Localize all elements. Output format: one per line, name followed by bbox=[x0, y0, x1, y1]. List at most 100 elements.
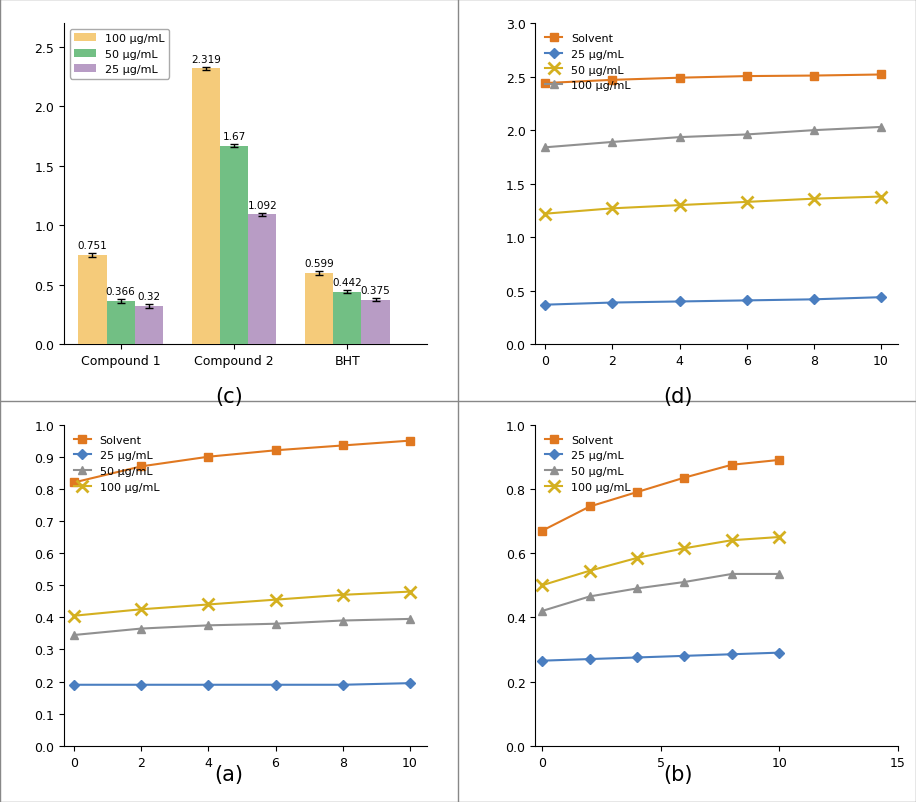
Line: 100 μg/mL: 100 μg/mL bbox=[537, 532, 785, 591]
Solvent bbox=[632, 488, 643, 497]
Solvent bbox=[537, 526, 548, 536]
Line: 50 μg/mL: 50 μg/mL bbox=[539, 570, 783, 615]
Line: 100 μg/mL: 100 μg/mL bbox=[69, 586, 415, 622]
Text: (c): (c) bbox=[215, 387, 243, 407]
25 μg/mL bbox=[632, 653, 643, 662]
25 μg/mL bbox=[337, 680, 348, 690]
Bar bbox=[135, 307, 163, 345]
Solvent bbox=[203, 452, 214, 462]
Solvent bbox=[808, 71, 819, 81]
Bar bbox=[333, 293, 362, 345]
Solvent bbox=[69, 478, 80, 488]
Bar bbox=[305, 273, 333, 345]
Line: 25 μg/mL: 25 μg/mL bbox=[71, 680, 413, 688]
50 μg/mL bbox=[741, 198, 752, 208]
25 μg/mL bbox=[540, 301, 551, 310]
Text: 0.375: 0.375 bbox=[361, 286, 390, 296]
100 μg/mL bbox=[726, 536, 737, 545]
50 μg/mL bbox=[136, 624, 147, 634]
Text: 0.366: 0.366 bbox=[106, 286, 136, 297]
100 μg/mL bbox=[584, 566, 595, 576]
50 μg/mL bbox=[632, 584, 643, 593]
50 μg/mL bbox=[584, 592, 595, 602]
25 μg/mL bbox=[808, 295, 819, 305]
100 μg/mL bbox=[69, 611, 80, 621]
Line: 25 μg/mL: 25 μg/mL bbox=[542, 294, 884, 309]
100 μg/mL bbox=[632, 553, 643, 563]
25 μg/mL bbox=[607, 298, 618, 308]
Solvent bbox=[337, 441, 348, 451]
25 μg/mL bbox=[679, 651, 690, 661]
Bar bbox=[191, 69, 220, 345]
50 μg/mL bbox=[69, 630, 80, 640]
25 μg/mL bbox=[136, 680, 147, 690]
Line: 50 μg/mL: 50 μg/mL bbox=[540, 192, 887, 220]
Text: 1.67: 1.67 bbox=[223, 132, 245, 142]
Line: Solvent: Solvent bbox=[70, 437, 414, 487]
25 μg/mL bbox=[741, 296, 752, 306]
100 μg/mL bbox=[741, 131, 752, 140]
50 μg/mL bbox=[404, 614, 415, 624]
Solvent bbox=[136, 462, 147, 472]
Line: 50 μg/mL: 50 μg/mL bbox=[70, 615, 414, 639]
25 μg/mL bbox=[203, 680, 214, 690]
Legend: Solvent, 25 μg/mL, 50 μg/mL, 100 μg/mL: Solvent, 25 μg/mL, 50 μg/mL, 100 μg/mL bbox=[540, 431, 635, 496]
25 μg/mL bbox=[270, 680, 281, 690]
25 μg/mL bbox=[726, 650, 737, 659]
100 μg/mL bbox=[203, 600, 214, 610]
Solvent bbox=[679, 473, 690, 483]
100 μg/mL bbox=[679, 544, 690, 553]
50 μg/mL bbox=[337, 616, 348, 626]
50 μg/mL bbox=[876, 192, 887, 202]
Bar bbox=[220, 147, 248, 345]
Solvent bbox=[774, 456, 785, 465]
100 μg/mL bbox=[270, 595, 281, 605]
100 μg/mL bbox=[136, 605, 147, 614]
Legend: Solvent, 25 μg/mL, 50 μg/mL, 100 μg/mL: Solvent, 25 μg/mL, 50 μg/mL, 100 μg/mL bbox=[540, 30, 635, 95]
50 μg/mL bbox=[270, 619, 281, 629]
Solvent bbox=[404, 436, 415, 446]
100 μg/mL bbox=[876, 123, 887, 132]
Text: 0.751: 0.751 bbox=[78, 241, 107, 251]
Legend: 100 μg/mL, 50 μg/mL, 25 μg/mL: 100 μg/mL, 50 μg/mL, 25 μg/mL bbox=[70, 30, 169, 79]
50 μg/mL bbox=[607, 205, 618, 214]
Solvent bbox=[674, 74, 685, 83]
Solvent bbox=[540, 79, 551, 89]
Text: 0.442: 0.442 bbox=[333, 277, 362, 288]
Solvent bbox=[876, 71, 887, 80]
25 μg/mL bbox=[774, 648, 785, 658]
Solvent bbox=[584, 502, 595, 512]
Bar bbox=[248, 215, 277, 345]
Text: 2.319: 2.319 bbox=[191, 55, 221, 65]
25 μg/mL bbox=[69, 680, 80, 690]
50 μg/mL bbox=[679, 577, 690, 587]
Bar bbox=[362, 300, 389, 345]
Text: 0.599: 0.599 bbox=[304, 259, 333, 269]
Bar bbox=[78, 256, 106, 345]
Text: 0.32: 0.32 bbox=[137, 292, 160, 302]
Solvent bbox=[726, 460, 737, 470]
Line: Solvent: Solvent bbox=[539, 456, 783, 535]
25 μg/mL bbox=[876, 293, 887, 302]
Bar bbox=[106, 302, 135, 345]
Line: Solvent: Solvent bbox=[541, 71, 885, 88]
Legend: Solvent, 25 μg/mL, 50 μg/mL, 100 μg/mL: Solvent, 25 μg/mL, 50 μg/mL, 100 μg/mL bbox=[70, 431, 164, 496]
Text: (a): (a) bbox=[214, 764, 244, 784]
100 μg/mL bbox=[537, 581, 548, 590]
50 μg/mL bbox=[726, 569, 737, 579]
100 μg/mL bbox=[674, 133, 685, 143]
50 μg/mL bbox=[808, 195, 819, 205]
50 μg/mL bbox=[674, 201, 685, 211]
Text: (d): (d) bbox=[663, 387, 692, 407]
Solvent bbox=[270, 446, 281, 456]
100 μg/mL bbox=[540, 144, 551, 153]
50 μg/mL bbox=[537, 606, 548, 616]
100 μg/mL bbox=[607, 138, 618, 148]
25 μg/mL bbox=[584, 654, 595, 664]
Text: 1.092: 1.092 bbox=[247, 200, 278, 210]
50 μg/mL bbox=[203, 621, 214, 630]
50 μg/mL bbox=[774, 569, 785, 579]
Line: 100 μg/mL: 100 μg/mL bbox=[541, 124, 885, 152]
Solvent bbox=[607, 76, 618, 86]
100 μg/mL bbox=[774, 533, 785, 542]
